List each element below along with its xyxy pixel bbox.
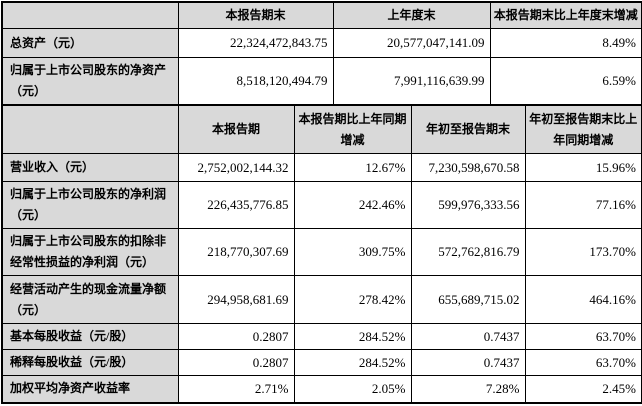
cell-value: 0.7437 <box>410 349 526 376</box>
column-header: 年初至报告期末 <box>410 105 526 154</box>
cell-value: 226,435,776.85 <box>177 181 295 229</box>
cell-value: 7,991,116,639.99 <box>332 57 491 105</box>
cell-value: 599,976,333.56 <box>410 181 526 229</box>
cell-value: 20,577,047,141.09 <box>332 28 491 58</box>
cell-value: 2.71% <box>177 375 295 403</box>
balance-indicators-table: 本报告期末 上年度末 本报告期末比上年度末增减 总资产（元） 22,324,472,8… <box>1 1 642 105</box>
table-row: 加权平均净资产收益率 2.71% 2.05% 7.28% 2.45% <box>1 375 642 403</box>
cell-value: 63.70% <box>524 323 642 350</box>
column-header: 本报告期 <box>177 105 295 154</box>
cell-value: 22,324,472,843.75 <box>177 28 334 58</box>
cell-value: 7,230,598,670.58 <box>410 153 526 182</box>
row-label: 稀释每股收益（元/股） <box>1 349 179 376</box>
cell-value: 0.2807 <box>177 349 295 376</box>
cell-value: 173.70% <box>524 228 642 276</box>
column-header: 上年度末 <box>332 1 491 29</box>
table-row: 归属于上市公司股东的净利润（元） 226,435,776.85 242.46% 599… <box>1 181 642 229</box>
cell-value: 309.75% <box>293 228 412 276</box>
row-label: 基本每股收益（元/股） <box>1 323 179 350</box>
cell-value: 0.7437 <box>410 323 526 350</box>
table-row: 营业收入（元） 2,752,002,144.32 12.67% 7,230,598,6… <box>1 153 642 182</box>
cell-value: 8,518,120,494.79 <box>177 57 334 105</box>
header-row: 本报告期 本报告期比上年同期增减 年初至报告期末 年初至报告期末比上年同期增减 <box>1 105 642 154</box>
table-row: 归属于上市公司股东的净资产（元） 8,518,120,494.79 7,991,11… <box>1 57 642 105</box>
row-label-header <box>1 1 179 29</box>
row-label: 总资产（元） <box>1 28 179 58</box>
column-header: 年初至报告期末比上年同期增减 <box>524 105 642 154</box>
table-row: 总资产（元） 22,324,472,843.75 20,577,047,141.09… <box>1 28 642 58</box>
cell-value: 218,770,307.69 <box>177 228 295 276</box>
row-label: 经营活动产生的现金流量净额（元） <box>1 275 179 324</box>
cell-value: 464.16% <box>524 275 642 324</box>
cell-value: 12.67% <box>293 153 412 182</box>
cell-value: 77.16% <box>524 181 642 229</box>
cell-value: 15.96% <box>524 153 642 182</box>
cell-value: 2.45% <box>524 375 642 403</box>
table-row: 稀释每股收益（元/股） 0.2807 284.52% 0.7437 63.70% <box>1 349 642 376</box>
header-row: 本报告期末 上年度末 本报告期末比上年度末增减 <box>1 1 642 29</box>
table-row: 归属于上市公司股东的扣除非经常性损益的净利润（元） 218,770,307.69 3… <box>1 228 642 276</box>
balance-table-header: 本报告期末 上年度末 本报告期末比上年度末增减 <box>1 1 642 29</box>
row-label: 营业收入（元） <box>1 153 179 182</box>
cell-value: 7.28% <box>410 375 526 403</box>
row-label-header <box>1 105 179 154</box>
table-row: 经营活动产生的现金流量净额（元） 294,958,681.69 278.42% 655… <box>1 275 642 324</box>
cell-value: 284.52% <box>293 349 412 376</box>
cell-value: 2,752,002,144.32 <box>177 153 295 182</box>
row-label: 归属于上市公司股东的净利润（元） <box>1 181 179 229</box>
cell-value: 0.2807 <box>177 323 295 350</box>
cell-value: 242.46% <box>293 181 412 229</box>
cell-value: 278.42% <box>293 275 412 324</box>
cell-value: 294,958,681.69 <box>177 275 295 324</box>
cell-value: 63.70% <box>524 349 642 376</box>
cell-value: 572,762,816.79 <box>410 228 526 276</box>
row-label: 归属于上市公司股东的净资产（元） <box>1 57 179 105</box>
cell-value: 8.49% <box>489 28 642 58</box>
period-table-header: 本报告期 本报告期比上年同期增减 年初至报告期末 年初至报告期末比上年同期增减 <box>1 105 642 154</box>
period-indicators-table: 本报告期 本报告期比上年同期增减 年初至报告期末 年初至报告期末比上年同期增减 营业收… <box>1 105 642 404</box>
balance-table-body: 总资产（元） 22,324,472,843.75 20,577,047,141.09… <box>1 28 642 105</box>
cell-value: 284.52% <box>293 323 412 350</box>
column-header: 本报告期末 <box>177 1 334 29</box>
column-header: 本报告期比上年同期增减 <box>293 105 412 154</box>
column-header: 本报告期末比上年度末增减 <box>489 1 642 29</box>
row-label: 加权平均净资产收益率 <box>1 375 179 403</box>
row-label: 归属于上市公司股东的扣除非经常性损益的净利润（元） <box>1 228 179 276</box>
cell-value: 6.59% <box>489 57 642 105</box>
period-table-body: 营业收入（元） 2,752,002,144.32 12.67% 7,230,598,6… <box>1 153 642 403</box>
cell-value: 2.05% <box>293 375 412 403</box>
table-row: 基本每股收益（元/股） 0.2807 284.52% 0.7437 63.70% <box>1 323 642 350</box>
cell-value: 655,689,715.02 <box>410 275 526 324</box>
